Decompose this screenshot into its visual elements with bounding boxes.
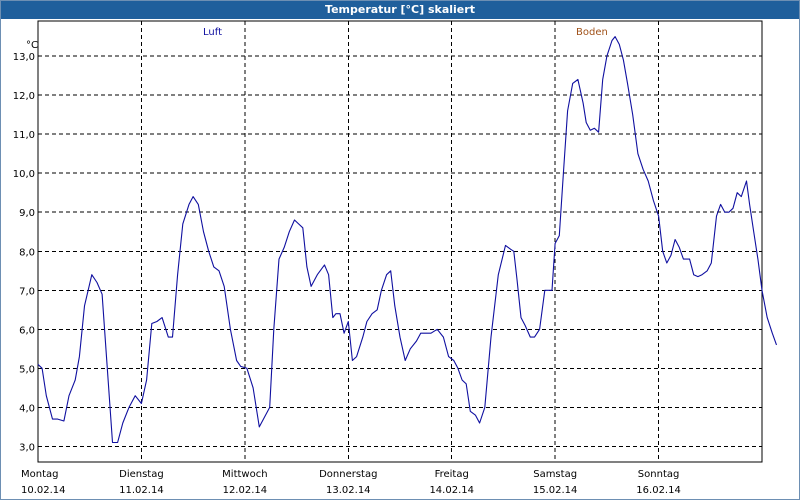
x-axis-labels: Montag 10.02.14 Dienstag 11.02.14 Mittwoch 12… xyxy=(21,469,681,496)
y-tick-label: 6,0 xyxy=(19,325,35,336)
y-tick-label: 11,0 xyxy=(13,130,35,141)
window-title: Temperatur [°C] skaliert xyxy=(1,1,799,19)
series-group xyxy=(37,36,778,444)
plot-border xyxy=(37,20,763,463)
x-tick-date: 16.02.14 xyxy=(636,485,681,496)
x-tick-day: Freitag xyxy=(435,469,469,480)
x-tick-day: Samstag xyxy=(533,469,577,480)
y-tick-label: 3,0 xyxy=(19,442,35,453)
y-tick-label: 4,0 xyxy=(19,403,35,414)
x-tick-day: Mittwoch xyxy=(222,469,267,480)
x-tick-day: Sonntag xyxy=(638,469,680,480)
y-tick-label: 5,0 xyxy=(19,364,35,375)
x-tick-date: 12.02.14 xyxy=(223,485,268,496)
x-tick-date: 10.02.14 xyxy=(21,485,66,496)
y-tick-label: 7,0 xyxy=(19,286,35,297)
grid xyxy=(37,20,763,463)
x-tick-date: 11.02.14 xyxy=(119,485,164,496)
x-tick-date: 15.02.14 xyxy=(533,485,578,496)
y-axis-labels: 3,0 4,0 5,0 6,0 7,0 8,0 9,0 10,0 11,0 12,0 13,0 xyxy=(13,52,35,453)
x-tick-date: 13.02.14 xyxy=(326,485,371,496)
plot-area xyxy=(38,21,762,462)
y-tick-label: 8,0 xyxy=(19,247,35,258)
legend-luft: Luft xyxy=(203,27,222,38)
y-tick-label: 12,0 xyxy=(13,91,35,102)
y-tick-label: 13,0 xyxy=(13,52,35,63)
y-tick-label: 9,0 xyxy=(19,208,35,219)
x-tick-date: 14.02.14 xyxy=(429,485,474,496)
x-tick-day: Montag xyxy=(21,469,58,480)
series-line-luft xyxy=(37,36,778,444)
y-tick-label: 10,0 xyxy=(13,169,35,180)
legend-boden: Boden xyxy=(576,27,608,38)
x-tick-day: Dienstag xyxy=(119,469,164,480)
x-tick-day: Donnerstag xyxy=(319,469,377,480)
y-axis-unit: °C xyxy=(26,40,38,51)
